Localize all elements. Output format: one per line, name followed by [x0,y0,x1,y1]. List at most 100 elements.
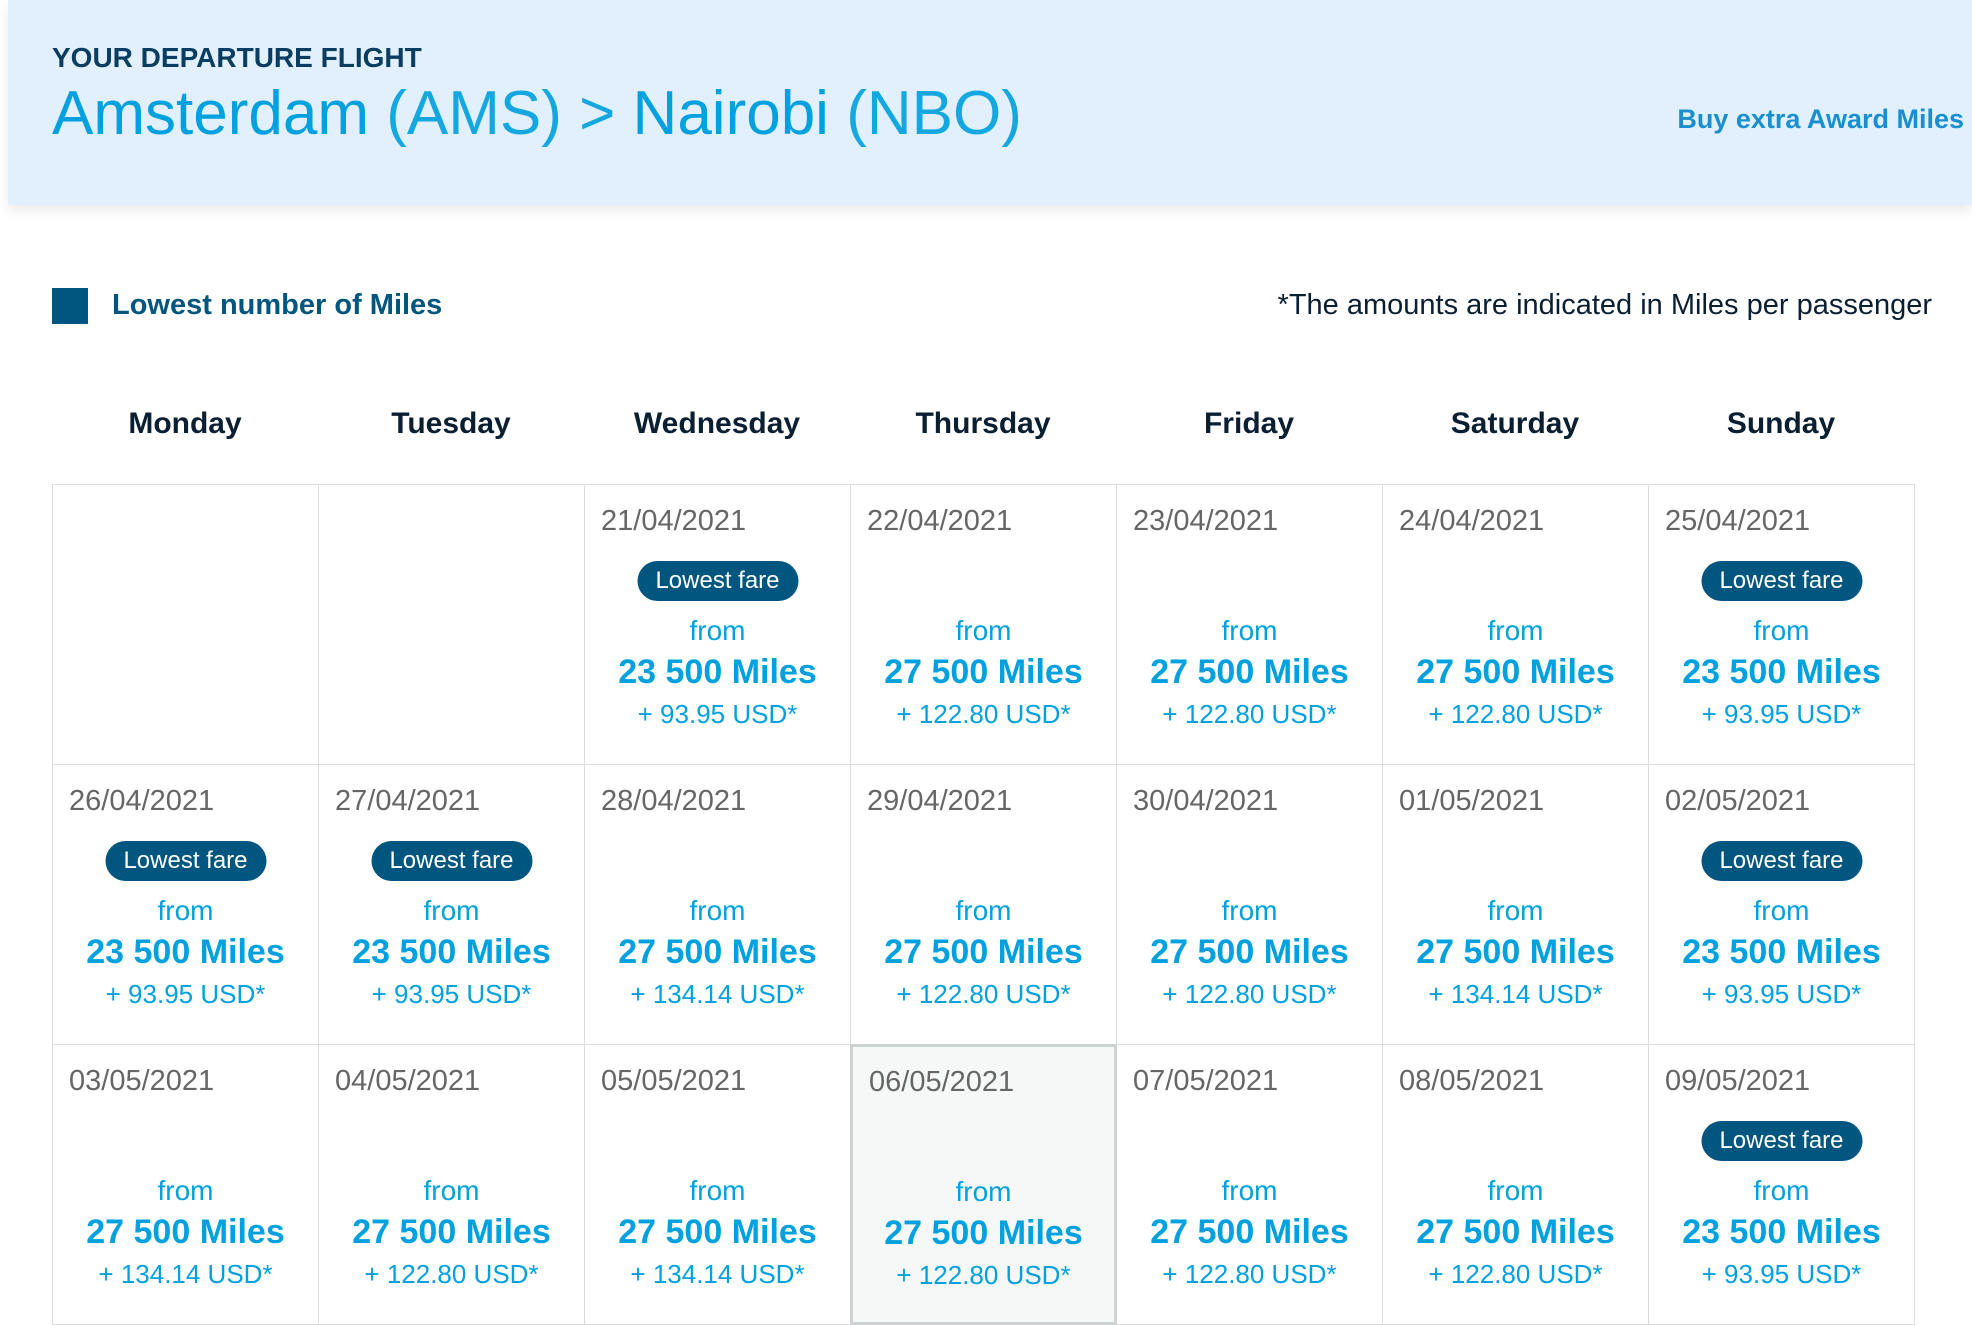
date: 09/05/2021 [1665,1065,1811,1097]
day-cell[interactable]: 09/05/2021 Lowest fare from 23 500 Miles + 9… [1648,1044,1915,1325]
day-cell[interactable]: 26/04/2021 Lowest fare from 23 500 Miles + 9… [52,764,319,1045]
miles: 23 500 Miles [1682,933,1881,971]
miles: 23 500 Miles [1682,653,1881,691]
day-cell[interactable]: 27/04/2021 Lowest fare from 23 500 Miles + 9… [318,764,585,1045]
day-cell[interactable]: 24/04/2021 from 27 500 Miles + 122.80 USD* [1382,484,1649,765]
date: 27/04/2021 [335,785,481,817]
date: 08/05/2021 [1399,1065,1545,1097]
header: YOUR DEPARTURE FLIGHT Amsterdam (AMS) > … [8,0,1972,205]
miles: 27 500 Miles [884,1214,1083,1252]
taxes: + 134.14 USD* [98,1259,273,1289]
from-label: from [1487,895,1544,926]
taxes: + 122.80 USD* [896,1260,1071,1290]
origin-code: (AMS) [386,79,562,148]
date: 01/05/2021 [1399,785,1545,817]
from-label: from [955,615,1012,646]
from-label: from [1487,615,1544,646]
legend-label: Lowest number of Miles [112,289,443,321]
day-cell[interactable]: 07/05/2021 from 27 500 Miles + 122.80 USD* [1116,1044,1383,1325]
note: *The amounts are indicated in Miles per … [1277,289,1932,321]
date: 30/04/2021 [1133,785,1279,817]
day-cell[interactable]: 29/04/2021 from 27 500 Miles + 122.80 USD* [850,764,1117,1045]
weekday: Tuesday [391,407,511,440]
weekday: Saturday [1450,407,1580,440]
from-label: from [423,895,480,926]
taxes: + 122.80 USD* [896,979,1071,1009]
from-label: from [1753,1175,1810,1206]
date: 07/05/2021 [1133,1065,1279,1097]
lowest-fare-badge: Lowest fare [1701,561,1862,601]
date: 24/04/2021 [1399,505,1545,537]
from-label: from [157,895,214,926]
day-cell [52,484,319,765]
day-cell[interactable]: 28/04/2021 from 27 500 Miles + 134.14 USD* [584,764,851,1045]
lowest-fare-badge: Lowest fare [371,841,532,881]
miles: 27 500 Miles [86,1213,285,1251]
date: 21/04/2021 [601,505,747,537]
origin: Amsterdam [52,79,369,148]
taxes: + 122.80 USD* [1428,1259,1603,1289]
miles: 27 500 Miles [618,1213,817,1251]
miles: 27 500 Miles [1416,653,1615,691]
lowest-fare-badge: Lowest fare [637,561,798,601]
day-cell[interactable]: 22/04/2021 from 27 500 Miles + 122.80 USD* [850,484,1117,765]
date: 25/04/2021 [1665,505,1811,537]
date: 22/04/2021 [867,505,1013,537]
day-cell[interactable]: 30/04/2021 from 27 500 Miles + 122.80 USD* [1116,764,1383,1045]
day-cell[interactable]: 03/05/2021 from 27 500 Miles + 134.14 USD* [52,1044,319,1325]
day-cell[interactable]: 23/04/2021 from 27 500 Miles + 122.80 USD* [1116,484,1383,765]
date: 28/04/2021 [601,785,747,817]
weekday: Friday [1203,407,1295,440]
from-label: from [1221,895,1278,926]
taxes: + 122.80 USD* [1162,699,1337,729]
day-cell[interactable]: 02/05/2021 Lowest fare from 23 500 Miles + 9… [1648,764,1915,1045]
date: 02/05/2021 [1665,785,1811,817]
day-cell[interactable]: 21/04/2021 Lowest fare from 23 500 Miles + 9… [584,484,851,765]
day-cell[interactable]: 08/05/2021 from 27 500 Miles + 122.80 USD* [1382,1044,1649,1325]
from-label: from [689,1175,746,1206]
destination-code: (NBO) [846,79,1022,148]
miles: 27 500 Miles [884,933,1083,971]
taxes: + 134.14 USD* [630,979,805,1009]
taxes: + 122.80 USD* [1162,1259,1337,1289]
miles: 23 500 Miles [352,933,551,971]
miles: 27 500 Miles [884,653,1083,691]
separator: > [579,79,616,148]
from-label: from [1487,1175,1544,1206]
date: 29/04/2021 [867,785,1013,817]
lowest-fare-badge: Lowest fare [105,841,266,881]
taxes: + 122.80 USD* [364,1259,539,1289]
from-label: from [1753,615,1810,646]
weekday: Thursday [915,407,1051,440]
weekday: Sunday [1726,407,1836,440]
from-label: from [157,1175,214,1206]
miles: 27 500 Miles [1416,1213,1615,1251]
day-cell[interactable]: 06/05/2021 from 27 500 Miles + 122.80 USD* [850,1044,1117,1325]
date: 05/05/2021 [601,1065,747,1097]
day-cell[interactable]: 25/04/2021 Lowest fare from 23 500 Miles + 9… [1648,484,1915,765]
weekday: Monday [128,407,242,440]
miles: 27 500 Miles [1150,933,1349,971]
taxes: + 93.95 USD* [1701,979,1862,1009]
day-cell[interactable]: 01/05/2021 from 27 500 Miles + 134.14 USD* [1382,764,1649,1045]
taxes: + 93.95 USD* [1701,1259,1862,1289]
from-label: from [423,1175,480,1206]
taxes: + 122.80 USD* [1162,979,1337,1009]
day-cell[interactable]: 04/05/2021 from 27 500 Miles + 122.80 USD* [318,1044,585,1325]
from-label: from [955,895,1012,926]
taxes: + 93.95 USD* [105,979,266,1009]
miles: 27 500 Miles [1150,1213,1349,1251]
miles: 27 500 Miles [1416,933,1615,971]
taxes: + 93.95 USD* [637,699,798,729]
weekday: Wednesday [633,407,801,440]
taxes: + 93.95 USD* [1701,699,1862,729]
date: 04/05/2021 [335,1065,481,1097]
taxes: + 122.80 USD* [896,699,1071,729]
miles: 23 500 Miles [618,653,817,691]
taxes: + 134.14 USD* [630,1259,805,1289]
from-label: from [689,895,746,926]
buy-miles-link[interactable]: Buy extra Award Miles [1677,104,1964,134]
day-cell[interactable]: 05/05/2021 from 27 500 Miles + 134.14 USD* [584,1044,851,1325]
from-label: from [689,615,746,646]
